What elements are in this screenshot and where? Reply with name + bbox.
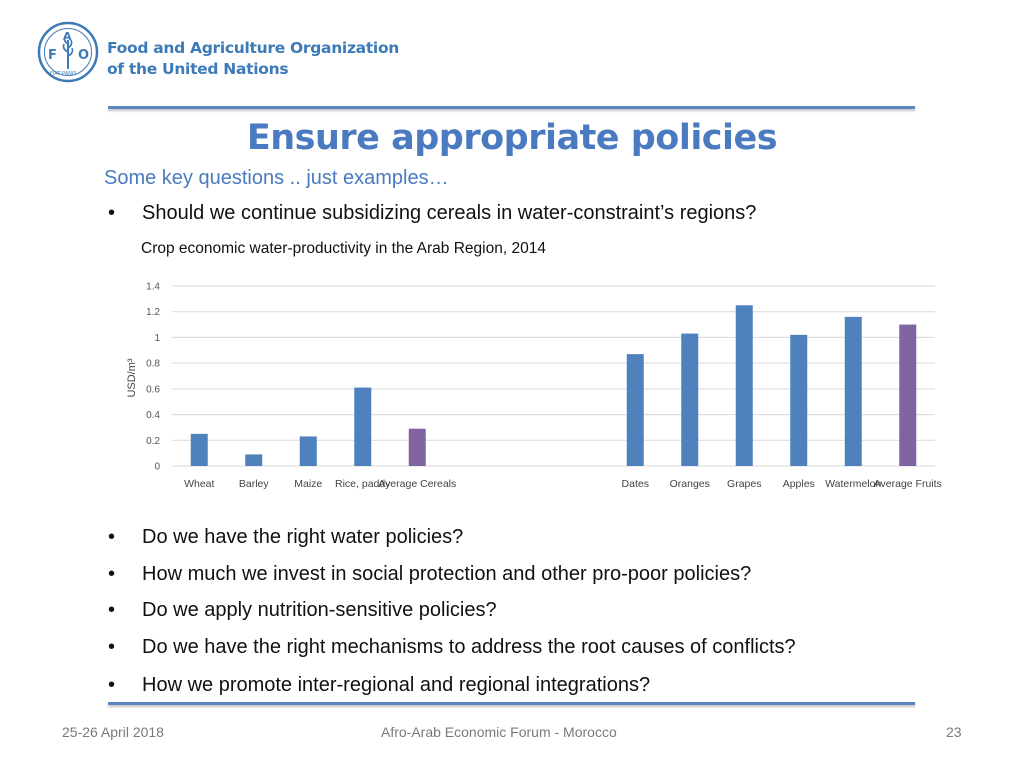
bar-watermelon (844, 316, 862, 466)
slide-subtitle: Some key questions .. just examples… (104, 167, 449, 189)
bar-wheat (190, 433, 208, 466)
bullet-text: How much we invest in social protection … (142, 563, 752, 585)
logo-letter-f: F (48, 48, 57, 63)
chart-y-ticks: 0 0.2 0.4 0.6 0.8 1 1.2 1.4 (146, 282, 160, 473)
water-productivity-bar-chart: 0 0.2 0.4 0.6 0.8 1 1.2 1.4 Wheat Barley Maize Ric… (126, 282, 942, 491)
top-divider (108, 106, 915, 109)
bar-barley (245, 454, 263, 466)
chart-bars (190, 305, 917, 466)
bar-average-cereals (408, 428, 426, 466)
bullet-item: • Do we have the right mechanisms to addr… (108, 636, 796, 659)
y-tick-label: 1 (154, 333, 160, 344)
footer-event: Afro-Arab Economic Forum - Morocco (381, 724, 617, 740)
fao-emblem-icon: F A O FIAT PANIS (37, 21, 99, 83)
x-tick-label: Barley (239, 478, 270, 490)
logo-letter-a: A (63, 30, 72, 43)
bullet-symbol: • (108, 202, 116, 224)
bullet-text: Should we continue subsidizing cereals i… (142, 202, 757, 224)
x-tick-label: Oranges (670, 478, 710, 490)
y-tick-label: 0.2 (146, 436, 160, 447)
bottom-divider (108, 702, 915, 705)
y-tick-label: 0.6 (146, 384, 160, 395)
chart-y-axis-label: USD/m³ (126, 358, 138, 397)
bar-oranges (681, 333, 699, 466)
footer-page-number: 23 (946, 724, 962, 740)
y-tick-label: 0.8 (146, 359, 160, 370)
bullet-item: • How much we invest in social protection… (108, 563, 751, 586)
bullet-symbol: • (108, 599, 116, 621)
x-tick-label: Maize (294, 478, 322, 490)
org-name-line-1: Food and Agriculture Organization (107, 39, 400, 57)
bullet-text: Do we have the right water policies? (142, 526, 464, 548)
x-tick-label: Rice, paddy (335, 478, 391, 490)
bullet-item: • How we promote inter-regional and regio… (108, 674, 650, 697)
org-name: Food and Agriculture Organization of the… (107, 38, 399, 80)
bullet-item: • Do we apply nutrition-sensitive policie… (108, 599, 497, 622)
x-tick-label: Average Cereals (378, 478, 456, 490)
x-tick-label: Apples (783, 478, 815, 490)
bullet-item: • Do we have the right water policies? (108, 526, 463, 549)
bar-apples (790, 334, 808, 466)
bullet-symbol: • (108, 563, 116, 585)
chart-title: Crop economic water-productivity in the … (141, 240, 546, 257)
logo-motto: FIAT PANIS (50, 71, 77, 77)
chart-gridlines (172, 285, 935, 467)
org-name-line-2: of the United Nations (107, 60, 289, 78)
x-tick-label: Grapes (727, 478, 761, 490)
x-tick-label: Average Fruits (874, 478, 942, 490)
bullet-text: Do we have the right mechanisms to addre… (142, 636, 796, 658)
bar-dates (626, 354, 644, 466)
bullet-symbol: • (108, 526, 116, 548)
bar-maize (299, 436, 317, 466)
bullet-symbol: • (108, 636, 116, 658)
y-tick-label: 0.4 (146, 410, 160, 421)
fao-logo: F A O FIAT PANIS (36, 20, 366, 84)
bullet-symbol: • (108, 674, 116, 696)
x-tick-label: Dates (622, 478, 649, 490)
bullet-text: Do we apply nutrition-sensitive policies… (142, 599, 497, 621)
y-tick-label: 0 (154, 462, 160, 473)
y-tick-label: 1.2 (146, 307, 160, 318)
x-tick-label: Wheat (184, 478, 214, 490)
bar-rice-paddy (354, 387, 372, 466)
slide-title: Ensure appropriate policies (246, 118, 778, 158)
bar-grapes (735, 305, 753, 466)
bullet-text: How we promote inter-regional and region… (142, 674, 651, 696)
first-bullet: • Should we continue subsidizing cereals … (108, 202, 756, 225)
x-tick-label: Watermelon (825, 478, 881, 490)
footer-date: 25-26 April 2018 (62, 724, 164, 740)
bar-average-fruits (899, 324, 917, 466)
logo-letter-o: O (78, 48, 89, 63)
y-tick-label: 1.4 (146, 282, 160, 293)
